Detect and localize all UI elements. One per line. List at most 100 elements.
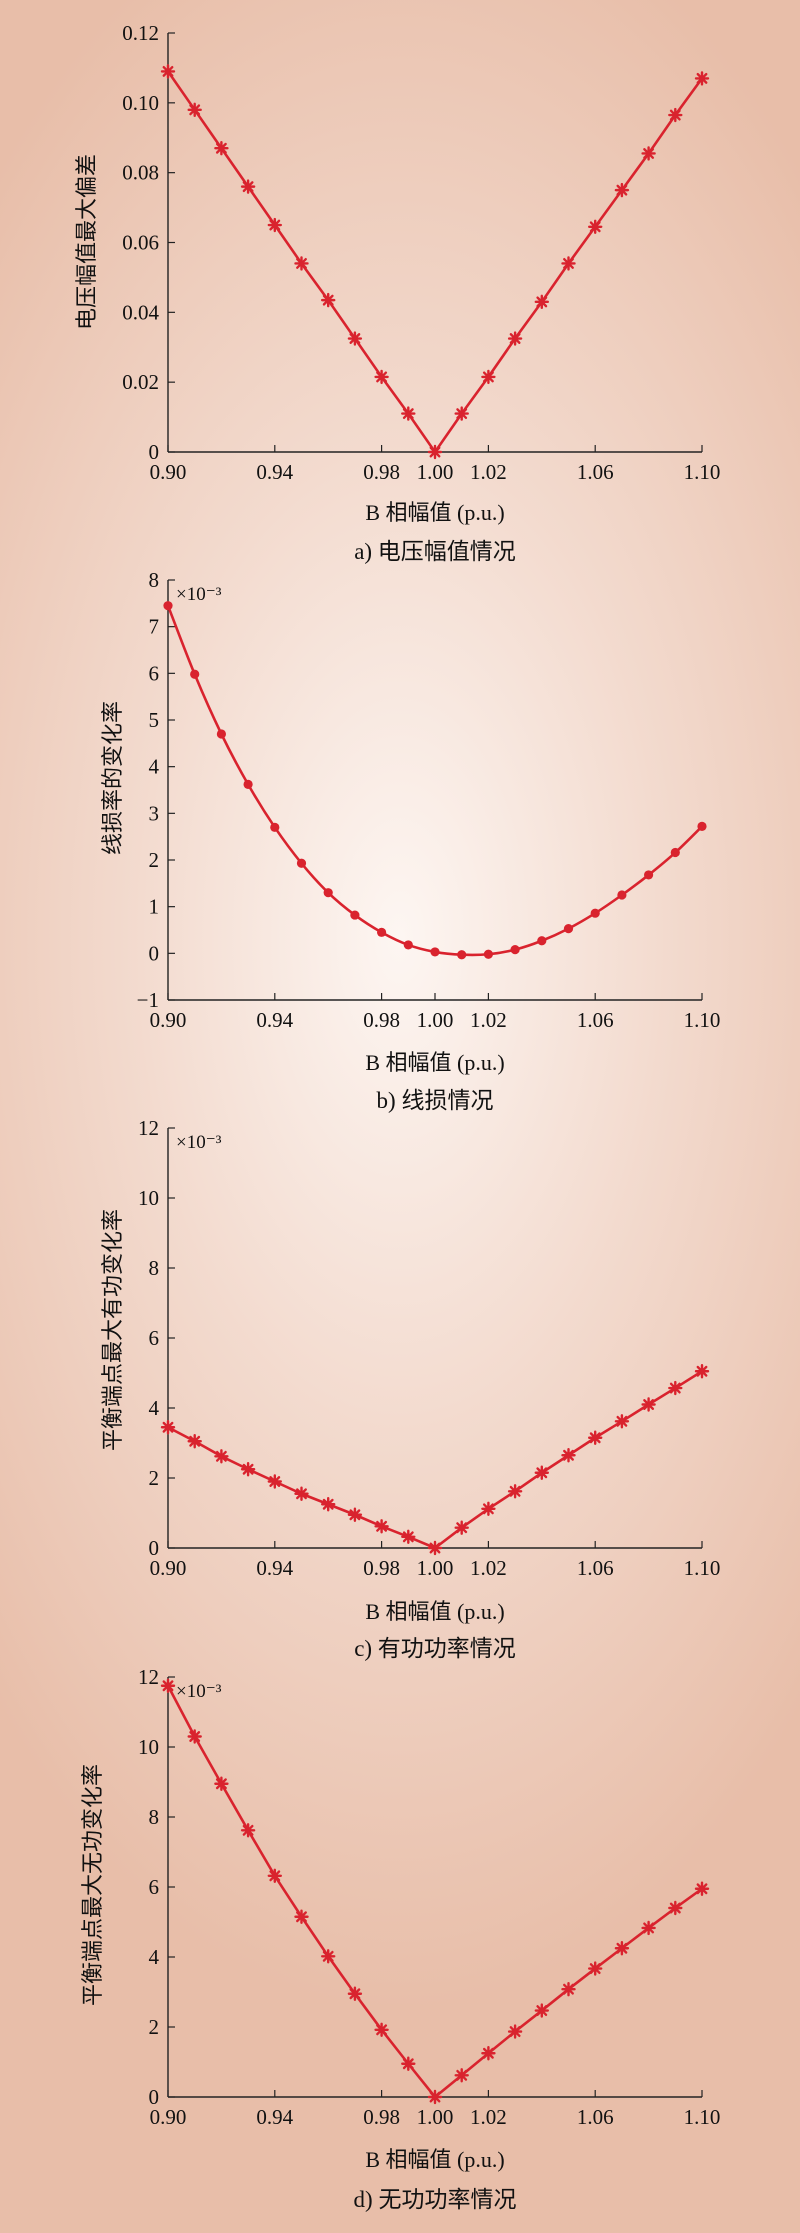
panel-d-ytick-labels: 0 2 4 6 8 10 12	[138, 1665, 175, 2109]
data-point	[641, 1920, 656, 1936]
data-point	[267, 1474, 282, 1489]
y-tick-label: 2	[149, 848, 160, 872]
panel-d-scale-label: ×10⁻³	[176, 1681, 222, 1702]
data-point	[537, 936, 547, 946]
data-point	[321, 292, 336, 308]
x-tick-label: 0.98	[363, 1008, 400, 1032]
data-point	[694, 71, 710, 86]
panel-c-caption: c) 有功功率情况	[354, 1636, 516, 1661]
y-tick-label: 12	[138, 1116, 159, 1140]
data-point	[668, 1380, 683, 1396]
y-tick-label: 6	[149, 661, 160, 685]
data-point	[374, 369, 389, 385]
data-point	[321, 1497, 336, 1512]
y-tick-label: 0.08	[122, 161, 159, 185]
data-point	[214, 1776, 229, 1791]
x-tick-label: 1.10	[684, 2105, 721, 2129]
data-point	[644, 870, 654, 880]
data-point	[401, 2056, 416, 2071]
data-point	[267, 217, 282, 233]
data-point	[590, 908, 600, 918]
data-point	[216, 729, 226, 739]
y-tick-label: 0.02	[122, 370, 159, 394]
data-point	[641, 146, 656, 161]
panel-a-ytick-labels: 0 0.02 0.04 0.06 0.08 0.10 0.12	[122, 21, 175, 464]
panel-b: 0.90 0.94 0.98 1.00 1.02 1.06 1.10 −1 0 1 2 3 4 5 6 7 8…	[100, 568, 720, 1113]
data-point	[321, 1949, 336, 1964]
data-point	[588, 1430, 603, 1445]
panel-b-x-axis-label: B 相幅值 (p.u.)	[365, 1050, 504, 1075]
panel-c-series	[160, 1364, 710, 1556]
panel-a-y-axis-label: 电压幅值最大偏差	[74, 154, 99, 330]
data-point	[668, 1900, 683, 1916]
x-tick-label: 0.94	[256, 460, 293, 484]
y-tick-label: 10	[138, 1735, 159, 1759]
data-point	[588, 219, 603, 234]
panel-a-caption: a) 电压幅值情况	[354, 539, 516, 564]
data-point	[403, 940, 413, 950]
data-point	[427, 1540, 443, 1556]
data-point	[457, 950, 467, 960]
panel-a-x-axis-label: B 相幅值 (p.u.)	[365, 500, 504, 525]
panel-c-xtick-labels: 0.90 0.94 0.98 1.00 1.02 1.06 1.10	[150, 1541, 721, 1580]
x-tick-label: 1.10	[684, 1008, 721, 1032]
y-tick-label: 0	[149, 2085, 160, 2109]
data-point	[561, 256, 576, 271]
data-point	[294, 256, 309, 271]
data-point	[160, 64, 176, 79]
data-point	[187, 1434, 202, 1449]
data-point	[668, 107, 683, 123]
data-point	[350, 910, 360, 920]
panel-b-ytick-labels: −1 0 1 2 3 4 5 6 7 8	[137, 568, 175, 1012]
y-tick-label: 7	[149, 615, 160, 639]
y-tick-label: 4	[149, 755, 160, 779]
y-tick-label: 6	[149, 1875, 160, 1899]
data-point	[694, 1881, 710, 1896]
data-point	[534, 2003, 549, 2018]
data-point	[294, 1909, 309, 1924]
data-point	[214, 141, 229, 156]
data-point	[240, 1462, 256, 1477]
y-tick-label: 0	[149, 1536, 160, 1560]
data-point	[296, 858, 307, 868]
panel-c-x-axis-label: B 相幅值 (p.u.)	[365, 1599, 504, 1624]
data-point	[401, 1529, 416, 1545]
data-point	[377, 927, 387, 937]
data-point	[507, 2024, 523, 2039]
data-point	[481, 1501, 496, 1517]
data-point	[641, 1397, 656, 1412]
y-tick-label: −1	[137, 988, 159, 1012]
data-point	[243, 779, 253, 790]
x-tick-label: 1.02	[470, 460, 507, 484]
x-tick-label: 1.10	[684, 1556, 721, 1580]
data-point	[270, 822, 280, 832]
y-tick-label: 8	[149, 1805, 160, 1829]
y-tick-label: 0.12	[122, 21, 159, 45]
x-tick-label: 1.10	[684, 460, 721, 484]
x-tick-label: 1.02	[470, 1008, 507, 1032]
y-tick-label: 12	[138, 1665, 159, 1689]
panel-c: 0.90 0.94 0.98 1.00 1.02 1.06 1.10 0 2 4 6 8 10 12 ×…	[100, 1116, 720, 1661]
panel-d: 0.90 0.94 0.98 1.00 1.02 1.06 1.10 0 2 4 6 8 10 12 ×…	[80, 1665, 720, 2212]
data-point	[401, 406, 416, 421]
data-point	[510, 945, 520, 955]
panel-c-scale-label: ×10⁻³	[176, 1132, 222, 1153]
y-tick-label: 2	[149, 1466, 160, 1490]
data-point	[614, 182, 630, 198]
data-point	[323, 888, 333, 898]
panel-d-y-axis-label: 平衡端点最大无功变化率	[80, 1764, 105, 2006]
data-point	[481, 2046, 496, 2061]
data-point	[347, 331, 363, 346]
y-tick-label: 6	[149, 1326, 160, 1350]
panel-d-x-axis-label: B 相幅值 (p.u.)	[365, 2147, 504, 2172]
data-point	[430, 947, 440, 957]
y-tick-label: 0.10	[122, 91, 159, 115]
data-point	[561, 1981, 576, 1997]
panel-c-ytick-labels: 0 2 4 6 8 10 12	[138, 1116, 175, 1560]
series-line	[166, 1685, 703, 2099]
y-tick-label: 0	[149, 941, 160, 965]
x-tick-label: 1.00	[417, 1008, 454, 1032]
data-point	[267, 1868, 282, 1884]
y-tick-label: 4	[149, 1396, 160, 1420]
